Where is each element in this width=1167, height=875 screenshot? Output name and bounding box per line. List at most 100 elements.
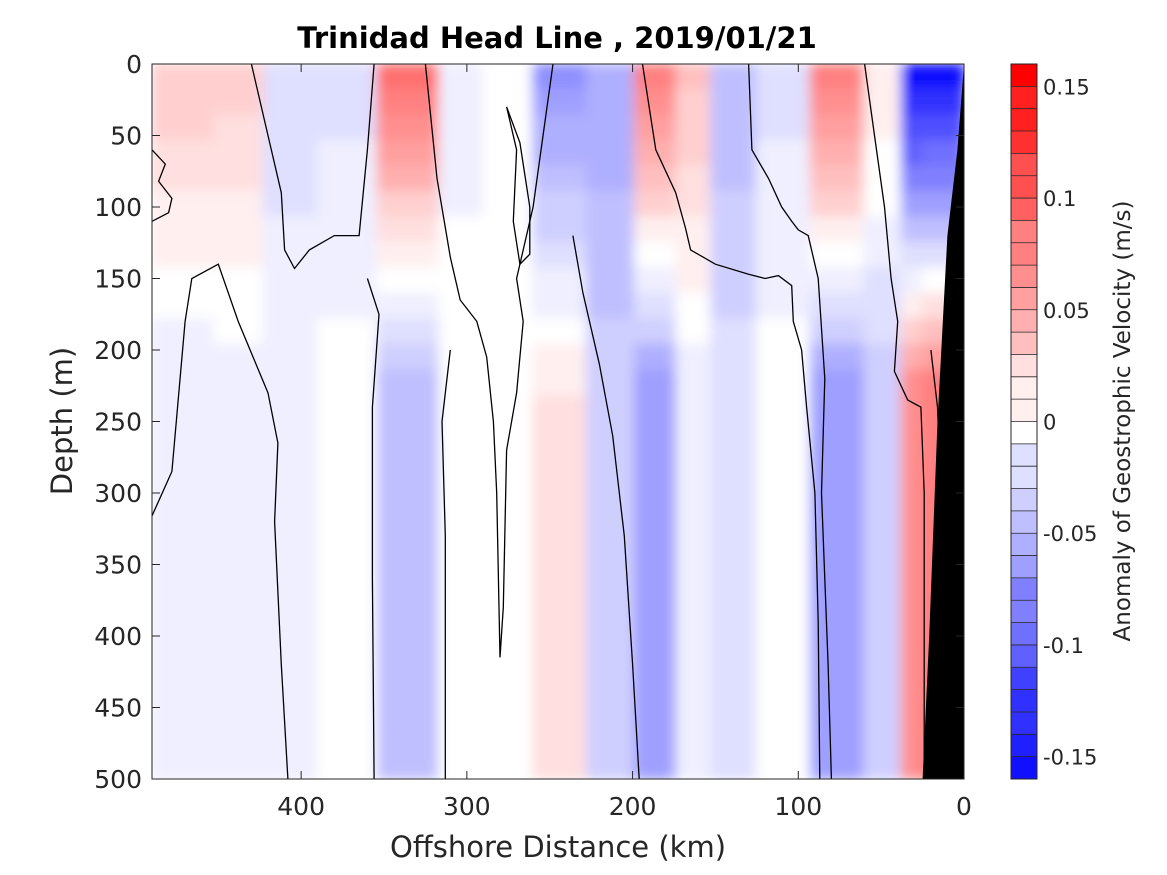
velocity-cell: [755, 318, 812, 346]
velocity-cell: [755, 241, 812, 270]
colorbar-swatch: [1011, 644, 1037, 668]
velocity-cell: [634, 573, 678, 602]
velocity-cell: [863, 267, 903, 295]
velocity-cell: [532, 522, 588, 551]
velocity-cell: [809, 420, 866, 449]
velocity-cell: [152, 599, 216, 627]
velocity-cell: [900, 752, 924, 779]
velocity-cell: [532, 292, 588, 321]
x-tick-label: 200: [609, 792, 657, 821]
velocity-cell: [675, 394, 713, 423]
velocity-cell: [755, 497, 812, 525]
velocity-cell: [376, 752, 441, 779]
velocity-cell: [586, 701, 637, 729]
velocity-cell: [152, 216, 216, 244]
velocity-cell: [152, 114, 216, 142]
velocity-cell: [675, 88, 713, 117]
velocity-cell: [863, 522, 903, 551]
velocity-cell: [675, 522, 713, 551]
velocity-cell: [900, 114, 924, 142]
velocity-cell: [755, 88, 812, 117]
velocity-cell: [316, 650, 379, 678]
velocity-cell: [586, 446, 637, 474]
velocity-cell: [438, 522, 485, 551]
colorbar-swatch: [1011, 421, 1037, 445]
velocity-cell: [376, 497, 441, 525]
velocity-cell: [482, 394, 535, 423]
velocity-cell: [755, 752, 812, 779]
velocity-cell: [809, 88, 866, 117]
velocity-cell: [152, 190, 216, 219]
velocity-cell: [586, 114, 637, 142]
velocity-cell: [634, 599, 678, 627]
velocity-cell: [316, 548, 379, 576]
colorbar-swatch: [1011, 175, 1037, 199]
x-axis-label: Offshore Distance (km): [390, 830, 726, 864]
velocity-cell: [900, 522, 924, 551]
velocity-cell: [532, 369, 588, 397]
velocity-cell: [755, 726, 812, 755]
velocity-cell: [755, 624, 812, 653]
velocity-cell: [710, 701, 758, 729]
velocity-cell: [809, 446, 866, 474]
velocity-cell: [482, 573, 535, 602]
velocity-cell: [710, 64, 758, 91]
zero-contour: [152, 149, 173, 222]
velocity-cell: [634, 420, 678, 449]
velocity-cell: [152, 446, 216, 474]
velocity-cell: [809, 190, 866, 219]
zero-contour: [366, 278, 380, 779]
velocity-cell: [532, 726, 588, 755]
colorbar-tick-label: -0.05: [1043, 522, 1097, 546]
colorbar-tick-label: 0.1: [1043, 187, 1076, 211]
velocity-cell: [376, 165, 441, 193]
velocity-cell: [863, 216, 903, 244]
velocity-cell: [755, 675, 812, 704]
velocity-cell: [675, 64, 713, 91]
y-tick-label: 50: [110, 122, 142, 151]
y-axis: 0 50 100 150 200 250 300 350 400 450 500: [94, 50, 964, 794]
velocity-cell: [586, 190, 637, 219]
velocity-cell: [863, 64, 903, 91]
velocity-cell: [755, 471, 812, 500]
velocity-cell: [809, 114, 866, 142]
velocity-cell: [213, 624, 265, 653]
velocity-cell: [438, 675, 485, 704]
y-axis-label: Depth (m): [45, 347, 79, 495]
velocity-cell: [634, 241, 678, 270]
velocity-cell: [532, 573, 588, 602]
zero-contour-lines: [152, 64, 949, 779]
velocity-cell: [809, 165, 866, 193]
velocity-cell: [376, 726, 441, 755]
velocity-cell: [482, 471, 535, 500]
velocity-cell: [900, 394, 924, 423]
velocity-cell: [376, 522, 441, 551]
colorbar-swatch: [1011, 376, 1037, 400]
velocity-cell: [634, 165, 678, 193]
velocity-cell: [586, 343, 637, 372]
velocity-cell: [482, 599, 535, 627]
velocity-cell: [376, 650, 441, 678]
velocity-cell: [634, 726, 678, 755]
velocity-cell: [900, 599, 924, 627]
colorbar-swatch: [1011, 287, 1037, 311]
velocity-cell: [316, 165, 379, 193]
velocity-cell: [863, 471, 903, 500]
velocity-cell: [586, 548, 637, 576]
velocity-cell: [900, 292, 924, 321]
velocity-cell: [213, 216, 265, 244]
velocity-cell: [675, 548, 713, 576]
velocity-cell: [900, 343, 924, 372]
colorbar-swatch: [1011, 198, 1037, 221]
chart-title: Trinidad Head Line , 2019/01/21: [297, 21, 817, 55]
velocity-cell: [213, 675, 265, 704]
velocity-cell: [316, 369, 379, 397]
velocity-cell: [532, 318, 588, 346]
colorbar-swatch: [1011, 108, 1037, 132]
velocity-cell: [586, 139, 637, 168]
velocity-cell: [213, 369, 265, 397]
velocity-cell: [316, 190, 379, 219]
velocity-cell: [675, 752, 713, 779]
velocity-cell: [710, 369, 758, 397]
velocity-cell: [482, 446, 535, 474]
